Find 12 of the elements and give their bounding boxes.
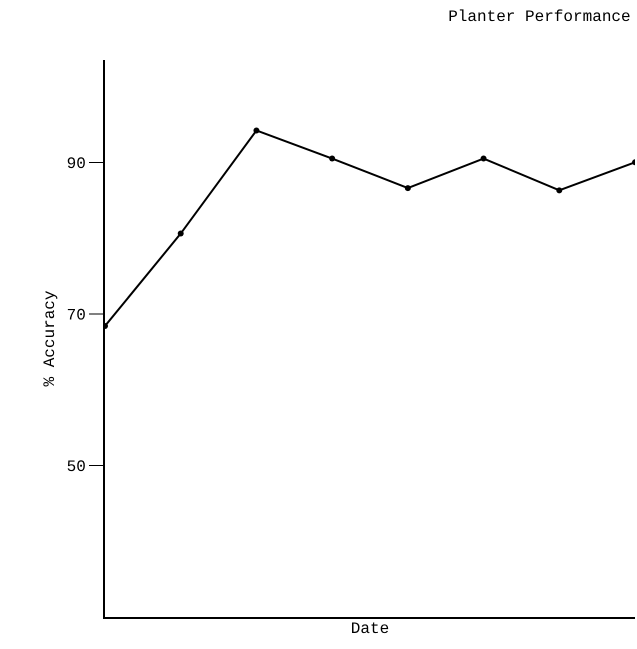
point bbox=[556, 187, 562, 194]
y-axis-title: % Accuracy bbox=[40, 290, 59, 387]
x-axis-title: Date bbox=[350, 620, 390, 638]
chart-title: Planter Performance bbox=[448, 8, 631, 26]
point bbox=[404, 185, 411, 192]
point bbox=[480, 156, 487, 162]
y-tick-label: 50 bbox=[66, 458, 86, 476]
point bbox=[178, 230, 184, 237]
y-tick-label: 90 bbox=[66, 154, 86, 173]
point bbox=[329, 156, 336, 162]
point bbox=[253, 127, 260, 134]
y-tick-label: 70 bbox=[66, 306, 86, 324]
